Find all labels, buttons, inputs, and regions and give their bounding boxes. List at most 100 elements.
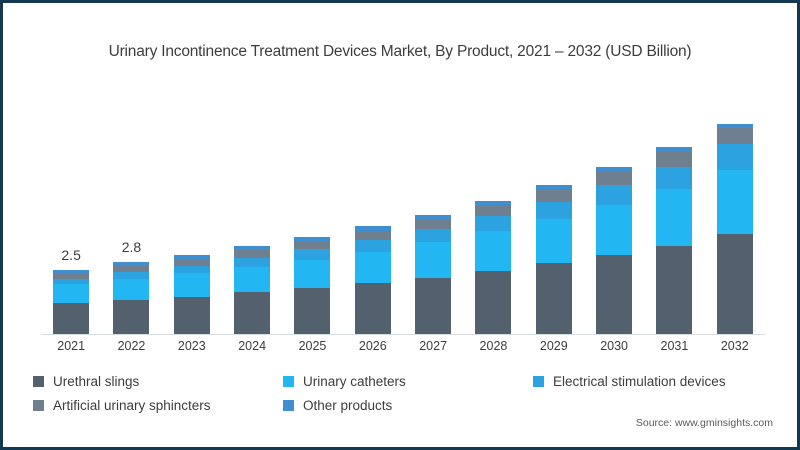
bar-segment[interactable] — [234, 245, 271, 251]
bar-segment[interactable] — [415, 228, 452, 243]
stacked-bar[interactable] — [656, 146, 693, 334]
stacked-bar[interactable] — [354, 226, 391, 334]
stacked-bar[interactable] — [415, 214, 452, 334]
bar-segment[interactable] — [596, 167, 633, 172]
stacked-bar[interactable] — [234, 245, 271, 334]
bar-segment[interactable] — [535, 263, 572, 334]
bar-segment[interactable] — [53, 269, 90, 274]
bar-segment[interactable] — [173, 265, 210, 274]
bar-value-label: 2.8 — [121, 239, 142, 256]
bar-segment[interactable] — [596, 255, 633, 334]
bar-segment[interactable] — [656, 245, 693, 334]
bar-segment[interactable] — [716, 233, 753, 334]
stacked-bar[interactable] — [535, 185, 572, 334]
bar-segment[interactable] — [475, 271, 512, 334]
bar-segment[interactable] — [234, 250, 271, 258]
bar-segment[interactable] — [53, 279, 90, 285]
bar-segment[interactable] — [234, 292, 271, 334]
stacked-bar[interactable] — [596, 167, 633, 334]
bar-segment[interactable] — [716, 144, 753, 170]
bar-slot — [222, 98, 282, 334]
bar-segment[interactable] — [173, 273, 210, 297]
x-axis-tick-label: 2031 — [660, 339, 689, 353]
bar-segment[interactable] — [656, 166, 693, 190]
bar-segment[interactable] — [354, 226, 391, 231]
bar-segment[interactable] — [234, 257, 271, 267]
bar-segment[interactable] — [113, 278, 150, 300]
bar-value-label: 2.5 — [61, 246, 81, 263]
plot-area: 2.5 2.8 — [41, 98, 765, 335]
bar-segment[interactable] — [294, 249, 331, 260]
bar-segment[interactable] — [716, 123, 753, 129]
legend-swatch-icon — [33, 376, 44, 387]
legend-label: Other products — [303, 398, 393, 413]
chart-legend: Urethral slings Urinary catheters Electr… — [33, 374, 778, 422]
bar-segment[interactable] — [173, 254, 210, 259]
bar-segment[interactable] — [294, 259, 331, 289]
bar-segment[interactable] — [354, 251, 391, 284]
bar-segment[interactable] — [173, 296, 210, 334]
bar-slot — [282, 98, 342, 334]
bar-segment[interactable] — [415, 214, 452, 219]
bar-segment[interactable] — [475, 216, 512, 232]
bar-segment[interactable] — [234, 266, 271, 293]
legend-item-urinary-catheters[interactable]: Urinary catheters — [283, 374, 533, 389]
bar-segment[interactable] — [596, 204, 633, 255]
bar-slot — [705, 98, 765, 334]
bar-segment[interactable] — [475, 231, 512, 272]
bar-segment[interactable] — [415, 242, 452, 278]
stacked-bar[interactable] — [173, 254, 210, 334]
bar-segment[interactable] — [596, 171, 633, 185]
legend-label: Urinary catheters — [303, 374, 406, 389]
bar-segment[interactable] — [475, 200, 512, 206]
bar-segment[interactable] — [354, 283, 391, 334]
bar-segment[interactable] — [53, 273, 90, 280]
bar-segment[interactable] — [415, 218, 452, 229]
x-axis-tick-label: 2026 — [358, 339, 387, 353]
legend-swatch-icon — [33, 400, 44, 411]
bar-segment[interactable] — [53, 284, 90, 303]
legend-item-electrical-stimulation-devices[interactable]: Electrical stimulation devices — [533, 374, 778, 389]
bar-segment[interactable] — [294, 236, 331, 241]
bar-segment[interactable] — [113, 299, 150, 334]
bar-segment[interactable] — [113, 265, 150, 273]
legend-item-urethral-slings[interactable]: Urethral slings — [33, 374, 283, 389]
bar-segment[interactable] — [656, 146, 693, 152]
bar-segment[interactable] — [113, 262, 150, 266]
legend-row-2: Artificial urinary sphincters Other prod… — [33, 398, 778, 413]
chart-title: Urinary Incontinence Treatment Devices M… — [108, 43, 692, 60]
bar-slot — [162, 98, 222, 334]
bar-segment[interactable] — [294, 240, 331, 250]
bar-segment[interactable] — [53, 302, 90, 334]
stacked-bar[interactable] — [716, 123, 753, 334]
legend-item-artificial-urinary-sphincters[interactable]: Artificial urinary sphincters — [33, 398, 283, 413]
stacked-bar[interactable] — [294, 236, 331, 334]
bar-segment[interactable] — [354, 230, 391, 240]
bar-segment[interactable] — [475, 205, 512, 217]
x-axis-tick-label: 2021 — [57, 339, 86, 353]
bar-segment[interactable] — [173, 258, 210, 266]
bar-slot — [463, 98, 523, 334]
bar-segment[interactable] — [535, 189, 572, 202]
legend-label: Electrical stimulation devices — [553, 374, 726, 389]
bar-segment[interactable] — [716, 169, 753, 234]
stacked-bar[interactable] — [475, 200, 512, 334]
bar-segment[interactable] — [113, 272, 150, 279]
stacked-bar[interactable] — [113, 262, 150, 334]
bar-segment[interactable] — [656, 189, 693, 246]
bar-segment[interactable] — [535, 219, 572, 264]
source-attribution: Source: www.gminsights.com — [635, 417, 773, 429]
bar-segment[interactable] — [656, 151, 693, 167]
x-axis-tick-label: 2032 — [720, 339, 749, 353]
bar-segment[interactable] — [354, 239, 391, 252]
bar-segment[interactable] — [415, 277, 452, 334]
legend-swatch-icon — [533, 376, 544, 387]
bar-segment[interactable] — [294, 288, 331, 334]
bar-segment[interactable] — [716, 128, 753, 145]
legend-item-other-products[interactable]: Other products — [283, 398, 533, 413]
bar-segment[interactable] — [535, 185, 572, 190]
bar-segment[interactable] — [596, 184, 633, 205]
stacked-bar[interactable] — [53, 269, 90, 334]
bar-segment[interactable] — [535, 201, 572, 220]
x-axis-tick-label: 2025 — [298, 339, 327, 353]
